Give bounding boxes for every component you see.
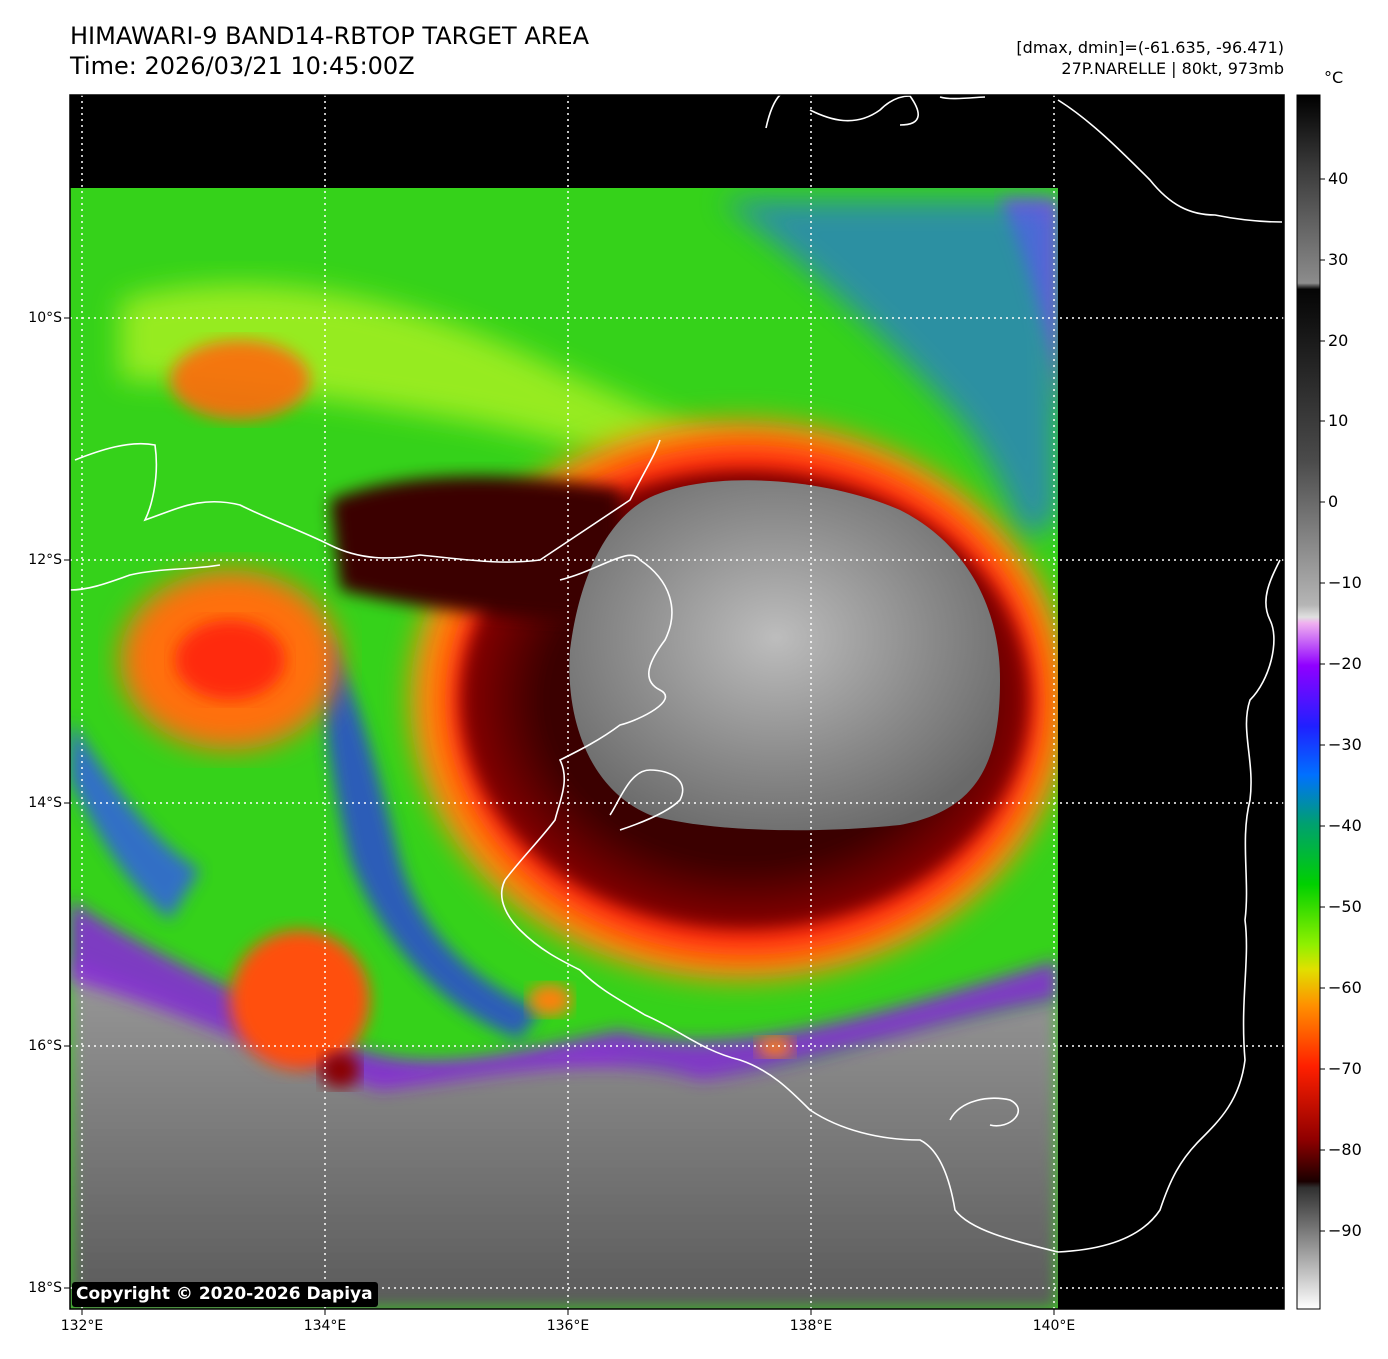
graticule — [70, 95, 1284, 1309]
colorbar-tick: −10 — [1328, 573, 1362, 592]
lon-label-136e: 136°E — [546, 1318, 590, 1334]
colorbar-tick: −20 — [1328, 654, 1362, 673]
lon-label-138e: 138°E — [789, 1318, 833, 1334]
copyright-label: Copyright © 2020-2026 Dapiya — [72, 1282, 378, 1307]
colorbar-tick: −30 — [1328, 735, 1362, 754]
colorbar-tick: −70 — [1328, 1059, 1362, 1078]
lon-label-134e: 134°E — [303, 1318, 347, 1334]
image-title: HIMAWARI-9 BAND14-RBTOP TARGET AREA — [70, 22, 590, 50]
colorbar-tick: 20 — [1328, 331, 1349, 350]
lon-label-132e: 132°E — [60, 1318, 104, 1334]
lon-label-140e: 140°E — [1032, 1318, 1076, 1334]
colorbar-tick: −90 — [1328, 1221, 1362, 1240]
image-timestamp: Time: 2026/03/21 10:45:00Z — [70, 52, 415, 80]
lat-label-10s: 10°S — [28, 310, 62, 326]
colorbar-tick: 10 — [1328, 411, 1349, 430]
storm-info: 27P.NARELLE | 80kt, 973mb — [1061, 59, 1284, 78]
colorbar-tick: 40 — [1328, 169, 1349, 188]
colorbar-tick: −50 — [1328, 897, 1362, 916]
coastlines — [69, 94, 1283, 1253]
colorbar-tick: 30 — [1328, 250, 1349, 269]
lat-label-14s: 14°S — [28, 795, 62, 811]
lat-label-12s: 12°S — [28, 552, 62, 568]
lat-label-16s: 16°S — [28, 1038, 62, 1054]
colorbar-tick: 0 — [1328, 492, 1339, 511]
colorbar-unit: °C — [1324, 68, 1344, 87]
lat-label-18s: 18°S — [28, 1280, 62, 1296]
colorbar — [1296, 94, 1321, 1310]
range-info: [dmax, dmin]=(-61.635, -96.471) — [1016, 38, 1284, 57]
colorbar-tick: −80 — [1328, 1140, 1362, 1159]
colorbar-tick: −40 — [1328, 816, 1362, 835]
colorbar-tick: −60 — [1328, 978, 1362, 997]
